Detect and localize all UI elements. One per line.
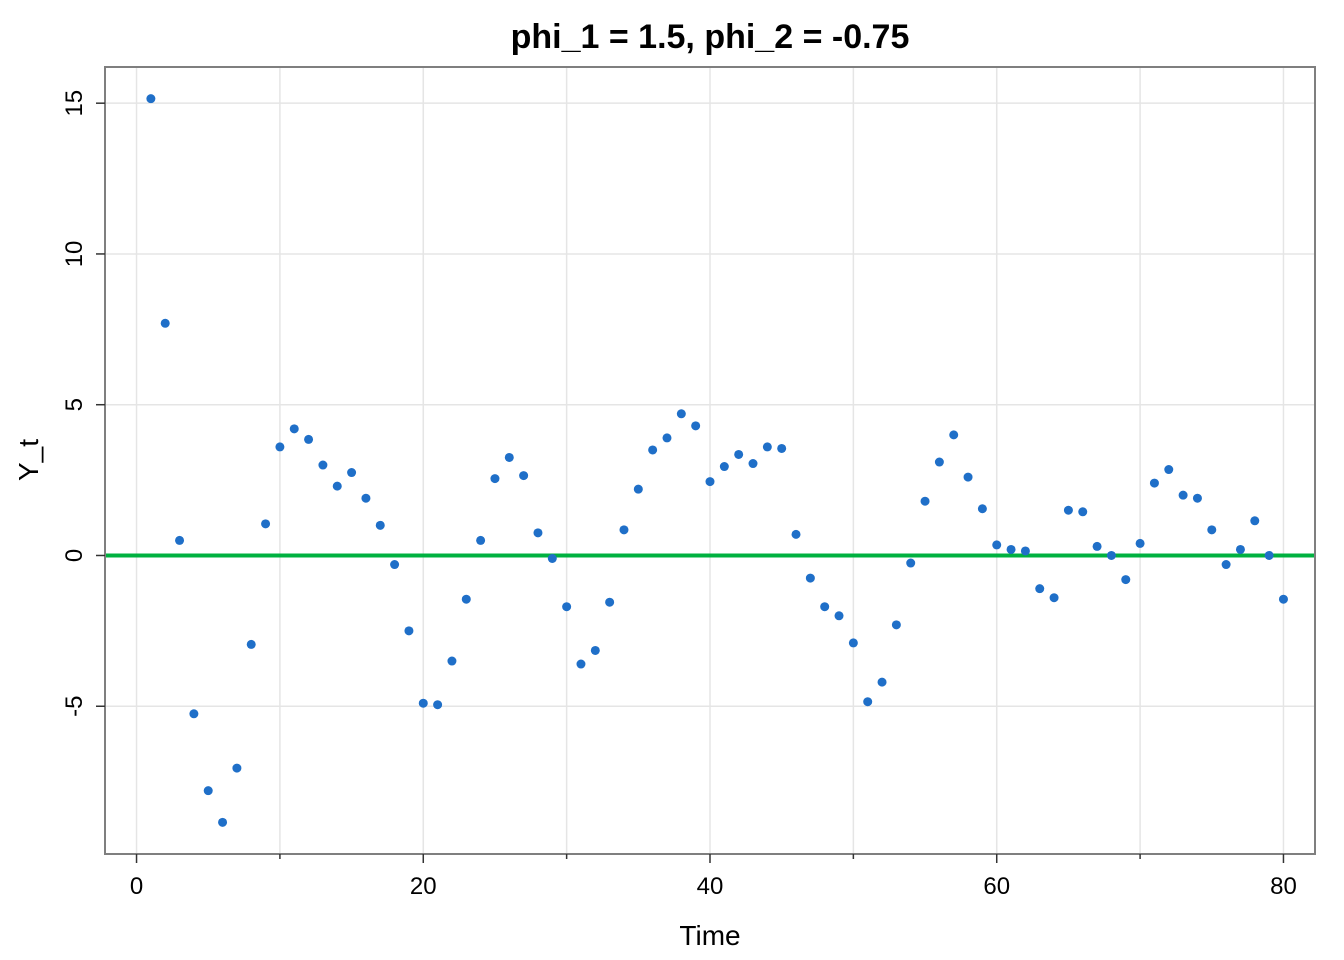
- data-point: [619, 525, 629, 535]
- data-point: [275, 442, 285, 452]
- data-point: [891, 620, 901, 630]
- data-point: [1006, 544, 1016, 554]
- y-axis: -5 0 5 10 15: [61, 90, 105, 717]
- data-point: [304, 434, 314, 444]
- data-point: [203, 786, 213, 796]
- data-point: [218, 817, 228, 827]
- data-point: [261, 519, 271, 529]
- data-point: [189, 709, 199, 719]
- data-point: [433, 700, 443, 710]
- data-point: [1207, 525, 1217, 535]
- data-point: [934, 457, 944, 467]
- data-point: [848, 638, 858, 648]
- data-point: [1020, 546, 1030, 556]
- data-point: [1221, 560, 1231, 570]
- data-points: [146, 94, 1288, 827]
- y-tick-label: -5: [61, 696, 88, 717]
- data-point: [519, 471, 529, 481]
- data-point: [1035, 584, 1045, 594]
- x-axis: 0 20 40 60 80: [130, 854, 1297, 900]
- data-point: [633, 484, 643, 494]
- grid: [105, 67, 1315, 854]
- data-point: [1049, 593, 1059, 603]
- data-point: [361, 493, 371, 503]
- data-point: [762, 442, 772, 452]
- data-point: [1164, 465, 1174, 475]
- data-point: [691, 421, 701, 431]
- data-point: [992, 540, 1002, 550]
- data-point: [404, 626, 414, 636]
- data-point: [791, 529, 801, 539]
- x-tick-label: 80: [1270, 873, 1297, 900]
- data-point: [748, 459, 758, 469]
- data-point: [332, 481, 342, 491]
- data-point: [1192, 493, 1202, 503]
- data-point: [1092, 541, 1102, 551]
- data-point: [318, 460, 328, 470]
- data-point: [1149, 478, 1159, 488]
- data-point: [777, 443, 787, 453]
- x-tick-label: 0: [130, 873, 143, 900]
- data-point: [676, 409, 686, 419]
- data-point: [476, 535, 486, 545]
- data-point: [1121, 575, 1131, 585]
- data-point: [461, 594, 471, 604]
- data-point: [920, 496, 930, 506]
- y-tick-label: 10: [61, 241, 88, 268]
- data-point: [347, 468, 357, 478]
- data-point: [562, 602, 572, 612]
- x-axis-label: Time: [679, 920, 740, 951]
- data-point: [1078, 507, 1088, 517]
- data-point: [1264, 550, 1274, 560]
- data-point: [1135, 538, 1145, 548]
- data-point: [949, 430, 959, 440]
- data-point: [805, 573, 815, 583]
- data-point: [547, 553, 557, 563]
- data-point: [648, 445, 658, 455]
- data-point: [390, 560, 400, 570]
- data-point: [232, 763, 242, 773]
- data-point: [906, 558, 916, 568]
- x-tick-label: 40: [697, 873, 724, 900]
- data-point: [146, 94, 156, 104]
- data-point: [734, 449, 744, 459]
- data-point: [605, 597, 615, 607]
- data-point: [1235, 544, 1245, 554]
- data-point: [447, 656, 457, 666]
- data-point: [1063, 505, 1073, 515]
- data-point: [662, 433, 672, 443]
- data-point: [1278, 594, 1288, 604]
- data-point: [246, 639, 256, 649]
- x-tick-label: 60: [983, 873, 1010, 900]
- data-point: [719, 462, 729, 472]
- y-tick-label: 5: [61, 398, 88, 411]
- y-tick-label: 0: [61, 549, 88, 562]
- data-point: [160, 318, 170, 328]
- data-point: [877, 677, 887, 687]
- data-point: [175, 535, 185, 545]
- data-point: [490, 474, 500, 484]
- data-point: [963, 472, 973, 482]
- chart-title: phi_1 = 1.5, phi_2 = -0.75: [511, 18, 910, 56]
- data-point: [863, 697, 873, 707]
- data-point: [1106, 550, 1116, 560]
- data-point: [289, 424, 299, 434]
- data-point: [834, 611, 844, 621]
- data-point: [1250, 516, 1260, 526]
- data-point: [590, 645, 600, 655]
- data-point: [375, 520, 385, 530]
- data-point: [418, 698, 428, 708]
- data-point: [820, 602, 830, 612]
- y-tick-label: 15: [61, 90, 88, 117]
- y-axis-label: Y_t: [13, 439, 44, 481]
- x-tick-label: 20: [410, 873, 437, 900]
- data-point: [533, 528, 543, 538]
- data-point: [1178, 490, 1188, 500]
- data-point: [504, 452, 514, 462]
- data-point: [705, 477, 715, 487]
- data-point: [977, 504, 987, 514]
- data-point: [576, 659, 586, 669]
